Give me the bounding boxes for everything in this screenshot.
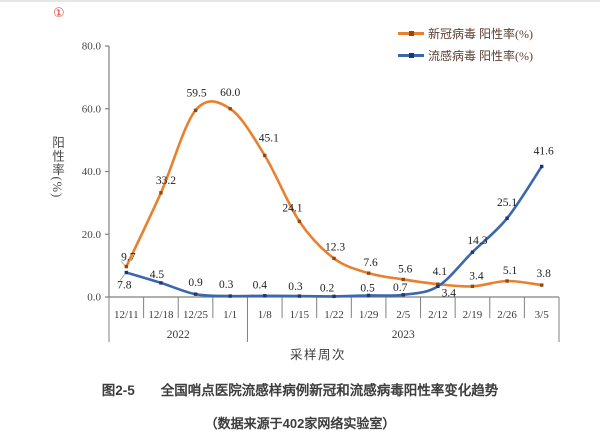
- covid-data-label: 7.6: [363, 257, 378, 269]
- y-axis-title-text: 阳性率: [50, 136, 64, 177]
- x-axis-title: 采样周次: [290, 347, 346, 362]
- flu-data-point-marker: [366, 293, 371, 298]
- x-tick-label: 1/29: [359, 309, 379, 321]
- flu-data-point-marker: [332, 294, 336, 299]
- figure-title: 全国哨点医院流感样病例新冠和流感病毒阳性率变化趋势: [160, 383, 499, 398]
- flu-data-point-marker: [297, 294, 302, 298]
- legend-label-flu: 流感病毒 阳性率(%): [428, 49, 533, 63]
- flu-data-point-marker: [124, 270, 129, 275]
- flu-data-label: 41.6: [534, 145, 554, 157]
- flu-data-point-marker: [470, 250, 475, 254]
- flu-data-label: 4.5: [150, 269, 165, 281]
- flu-line-swatch-icon: [398, 53, 424, 58]
- covid-data-label: 3.8: [537, 268, 552, 280]
- figure-caption: 图2-5 全国哨点医院流感样病例新冠和流感病毒阳性率变化趋势: [0, 379, 600, 399]
- covid-data-point-marker: [505, 279, 509, 283]
- y-tick-label: 0.0: [87, 292, 101, 304]
- covid-data-label: 12.3: [325, 241, 345, 253]
- covid-data-label: 59.5: [186, 87, 206, 99]
- x-tick-label: 2/12: [428, 309, 448, 321]
- covid-data-point-marker: [401, 277, 405, 282]
- covid-data-point-marker: [470, 284, 475, 289]
- covid-data-point-marker: [124, 264, 129, 269]
- covid-data-point-marker: [539, 283, 544, 287]
- x-tick-label: 12/25: [183, 309, 209, 321]
- flu-data-point-marker: [193, 292, 198, 296]
- y-tick-label: 40.0: [82, 166, 102, 178]
- x-tick-label: 12/18: [148, 309, 174, 321]
- y-axis-title-unit: (%): [50, 176, 64, 199]
- y-tick-label: 20.0: [82, 229, 102, 241]
- chart-svg: 0.0 20.0 40.0 60.0 80.0 12/11 12/18 12/25 1/1 1/8…: [82, 41, 560, 362]
- covid-line-swatch-icon: [398, 31, 424, 36]
- covid-data-label: 9.7: [121, 252, 136, 264]
- x-tick-label: 2/26: [497, 309, 517, 321]
- flu-data-point-marker: [159, 281, 163, 285]
- year-label: 2023: [392, 329, 415, 341]
- x-tick-label: 12/11: [114, 309, 139, 321]
- x-tick-label: 1/15: [290, 309, 310, 321]
- covid-data-point-marker: [297, 219, 302, 224]
- covid-data-label: 4.1: [433, 266, 448, 278]
- x-tick-label: 3/5: [535, 309, 550, 321]
- x-tick-label: 2/5: [396, 309, 411, 321]
- legend-item-covid: 新冠病毒 阳性率(%): [398, 25, 533, 42]
- covid-data-label: 33.2: [156, 175, 176, 187]
- covid-data-label: 3.4: [469, 270, 484, 282]
- label-leader-line: [119, 274, 125, 281]
- covid-data-label: 5.6: [398, 263, 413, 275]
- flu-data-point-marker: [436, 284, 440, 289]
- flu-data-point-marker: [263, 294, 267, 298]
- flu-data-point-marker: [228, 294, 232, 298]
- flu-data-label: 0.3: [288, 281, 303, 293]
- flu-data-label: 14.3: [467, 235, 487, 247]
- flu-data-label: 0.5: [360, 282, 375, 294]
- flu-data-label: 3.4: [442, 287, 457, 299]
- label-leader-line: [120, 261, 126, 266]
- covid-data-point-marker: [436, 282, 440, 286]
- x-tick-label: 1/1: [223, 309, 237, 321]
- x-tick-label: 1/22: [324, 309, 344, 321]
- covid-data-label: 24.1: [282, 202, 302, 214]
- flu-data-point-marker: [505, 216, 509, 220]
- note-marker-icon: ①: [53, 5, 65, 20]
- flu-data-label: 7.8: [117, 280, 132, 292]
- flu-data-label: 0.2: [320, 282, 335, 294]
- flu-data-label: 0.9: [188, 277, 203, 289]
- flu-data-label: 0.4: [253, 280, 268, 292]
- covid-data-point-marker: [193, 108, 198, 113]
- flu-data-label: 0.7: [393, 282, 408, 294]
- y-tick-label: 80.0: [82, 41, 102, 53]
- covid-data-label: 60.0: [220, 87, 240, 99]
- covid-data-label: 5.1: [503, 265, 518, 277]
- y-tick-label: 60.0: [82, 103, 102, 115]
- covid-data-label: 45.1: [259, 132, 279, 144]
- y-axis-title: 阳性率(%): [50, 136, 64, 198]
- figure-source: （数据来源于402家网络实验室）: [204, 416, 396, 431]
- figure-number: 图2-5: [101, 383, 135, 398]
- covid-data-point-marker: [159, 191, 163, 195]
- covid-data-point-marker: [332, 256, 336, 261]
- legend-label-covid: 新冠病毒 阳性率(%): [428, 27, 533, 41]
- legend: 新冠病毒 阳性率(%) 流感病毒 阳性率(%): [398, 25, 533, 69]
- covid-data-point-marker: [228, 107, 232, 111]
- flu-data-label: 0.3: [219, 279, 234, 291]
- legend-item-flu: 流感病毒 阳性率(%): [398, 47, 533, 64]
- x-tick-label: 2/19: [463, 309, 483, 321]
- flu-data-point-marker: [401, 293, 405, 297]
- x-tick-label: 1/8: [258, 309, 273, 321]
- covid-data-point-marker: [263, 153, 267, 158]
- year-label: 2022: [167, 329, 190, 341]
- covid-data-point-marker: [366, 271, 371, 275]
- flu-data-label: 25.1: [497, 197, 517, 209]
- flu-data-point-marker: [539, 164, 544, 169]
